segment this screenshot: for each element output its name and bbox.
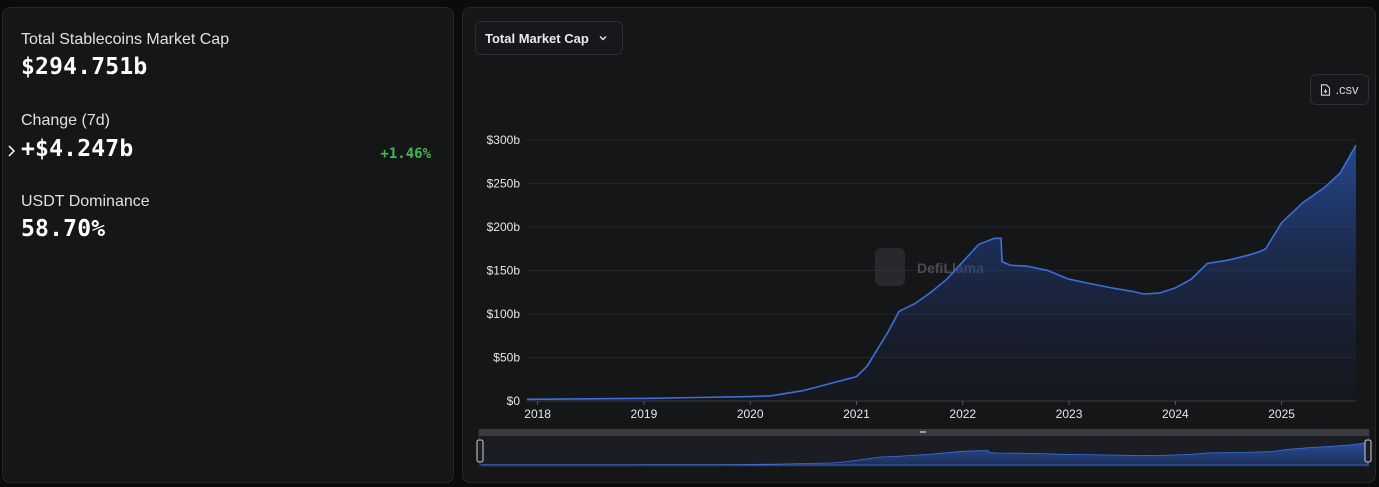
change-percent: +1.46%	[380, 146, 431, 162]
area-series	[526, 144, 1357, 401]
dominance-value: 58.70%	[21, 216, 106, 242]
metric-dropdown[interactable]: Total Market Cap	[475, 21, 623, 55]
chevron-down-icon	[599, 36, 607, 41]
zoom-preview-fill	[480, 442, 1369, 466]
zoom-slider[interactable]	[476, 429, 1372, 467]
dominance-label: USDT Dominance	[21, 193, 150, 210]
zoom-handle-right[interactable]	[1364, 439, 1372, 463]
y-tick-label: $250b	[487, 177, 521, 191]
summary-panel: Total Stablecoins Market Cap $294.751b C…	[2, 7, 454, 483]
area-fill	[527, 145, 1356, 401]
y-tick-label: $100b	[487, 307, 521, 321]
change-value: +$4.247b	[21, 136, 134, 162]
series-line	[526, 144, 1357, 401]
y-tick-label: $50b	[493, 351, 520, 365]
x-tick-label: 2019	[631, 407, 658, 421]
x-tick-label: 2022	[949, 407, 976, 421]
market-cap-chart: DefiLlama $0$50b$100b$150b$200b$250b$300…	[476, 133, 1372, 467]
chart-panel: DefiLlama $0 $50b $100b $150b $200b $250b $300…	[462, 7, 1376, 483]
x-tick-label: 2025	[1268, 407, 1295, 421]
chevron-right-icon[interactable]	[6, 144, 18, 158]
zoom-preview-area	[480, 442, 1369, 466]
market-cap-value: $294.751b	[21, 54, 148, 80]
x-tick-label: 2024	[1162, 407, 1189, 421]
y-tick-label: $200b	[487, 220, 521, 234]
y-tick-label: $0	[507, 394, 521, 408]
x-tick-label: 2021	[843, 407, 870, 421]
file-icon	[1321, 83, 1331, 96]
x-tick-label: 2020	[737, 407, 764, 421]
x-axis-ticks: 2018 2019 2020 2021 2022 2023 2024 2025	[524, 400, 1356, 421]
change-label: Change (7d)	[21, 112, 110, 129]
market-cap-label: Total Stablecoins Market Cap	[21, 31, 230, 48]
zoom-handle-left[interactable]	[476, 439, 484, 463]
csv-button-label: .csv	[1335, 82, 1359, 97]
zoom-grip-icon[interactable]	[920, 431, 926, 433]
y-tick-label: $300b	[487, 133, 521, 147]
x-tick-label: 2018	[524, 407, 551, 421]
x-tick-label: 2023	[1056, 407, 1083, 421]
defillama-logo-icon	[875, 248, 905, 286]
metric-dropdown-label: Total Market Cap	[485, 30, 589, 46]
y-axis-ticks: $0 $50b $100b $150b $200b $250b $300b	[487, 133, 521, 408]
download-csv-button[interactable]: .csv	[1310, 74, 1369, 105]
y-tick-label: $150b	[487, 264, 521, 278]
